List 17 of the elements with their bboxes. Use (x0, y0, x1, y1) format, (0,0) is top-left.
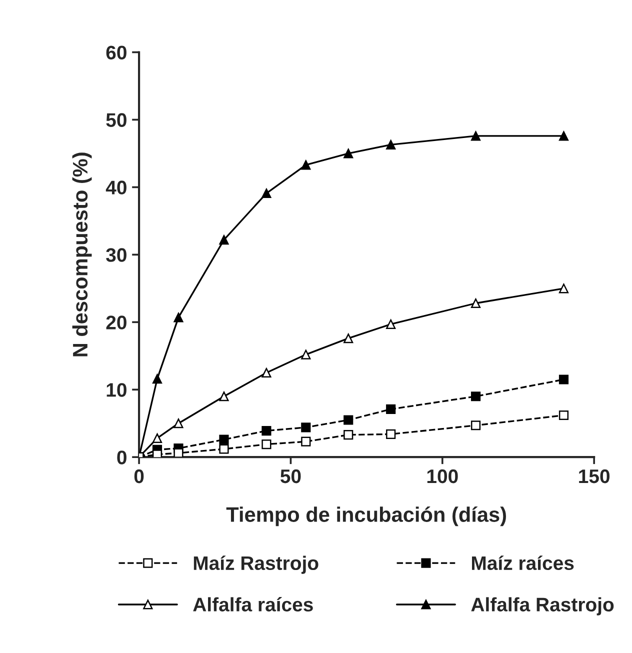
legend-label: Alfalfa Rastrojo (471, 597, 614, 616)
y-tick-label: 40 (106, 180, 126, 194)
y-tick-label: 60 (106, 46, 126, 60)
y-tick-label: 20 (106, 316, 126, 330)
y-tick-label: 0 (117, 450, 126, 464)
x-tick-label: 150 (579, 469, 610, 484)
y-tick-label: 30 (106, 248, 126, 262)
x-tick-label: 0 (134, 469, 144, 484)
y-axis-title: N descompuesto (%) (72, 152, 92, 356)
legend-label: Maíz Rastrojo (194, 556, 318, 574)
x-axis-title: Tiempo de incubación (días) (226, 506, 506, 526)
y-tick-label: 50 (106, 113, 126, 127)
y-tick-label: 10 (106, 383, 126, 397)
x-tick-label: 100 (427, 469, 458, 484)
x-tick-label: 50 (280, 469, 301, 484)
legend-label: Alfalfa raíces (193, 597, 313, 612)
legend-label: Maíz raíces (472, 556, 574, 570)
